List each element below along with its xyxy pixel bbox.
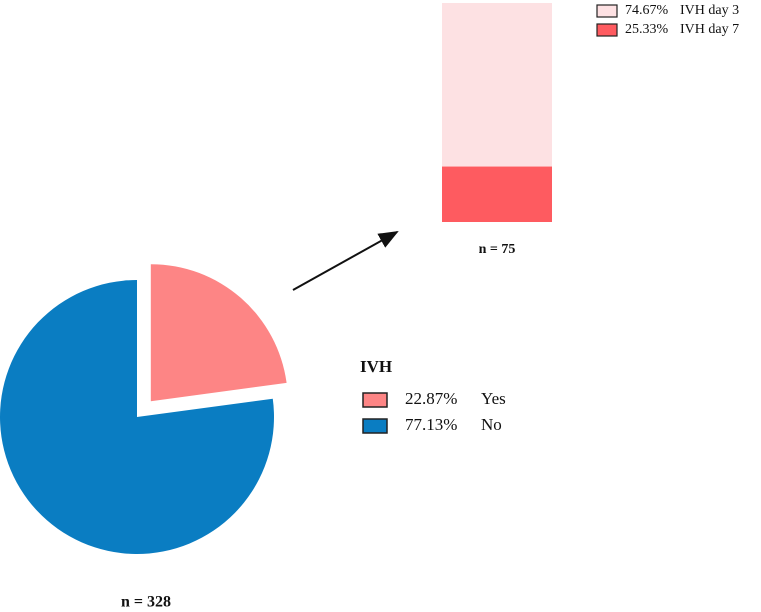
legend-label: IVH day 7 <box>680 22 739 37</box>
bar-segment <box>442 3 552 167</box>
bar-segment <box>442 166 552 222</box>
legend-swatch <box>362 392 388 408</box>
pie-slice <box>0 280 274 554</box>
legend-value: 74.67% <box>625 3 669 18</box>
legend-label: IVH day 3 <box>680 3 739 18</box>
arrow <box>292 231 399 291</box>
legend-value: 25.33% <box>625 22 669 37</box>
legend-swatch <box>362 418 388 434</box>
pie-slice <box>150 264 287 402</box>
legend-label: Yes <box>481 389 506 408</box>
legend-value: 77.13% <box>405 415 457 434</box>
annotation: n = 75 <box>479 242 516 257</box>
legend-label: No <box>481 415 502 434</box>
annotation: n = 328 <box>121 594 171 611</box>
legend-value: 22.87% <box>405 389 457 408</box>
legend-swatch <box>596 23 618 37</box>
legend-swatch <box>596 4 618 18</box>
legend-title: IVH <box>360 357 392 376</box>
